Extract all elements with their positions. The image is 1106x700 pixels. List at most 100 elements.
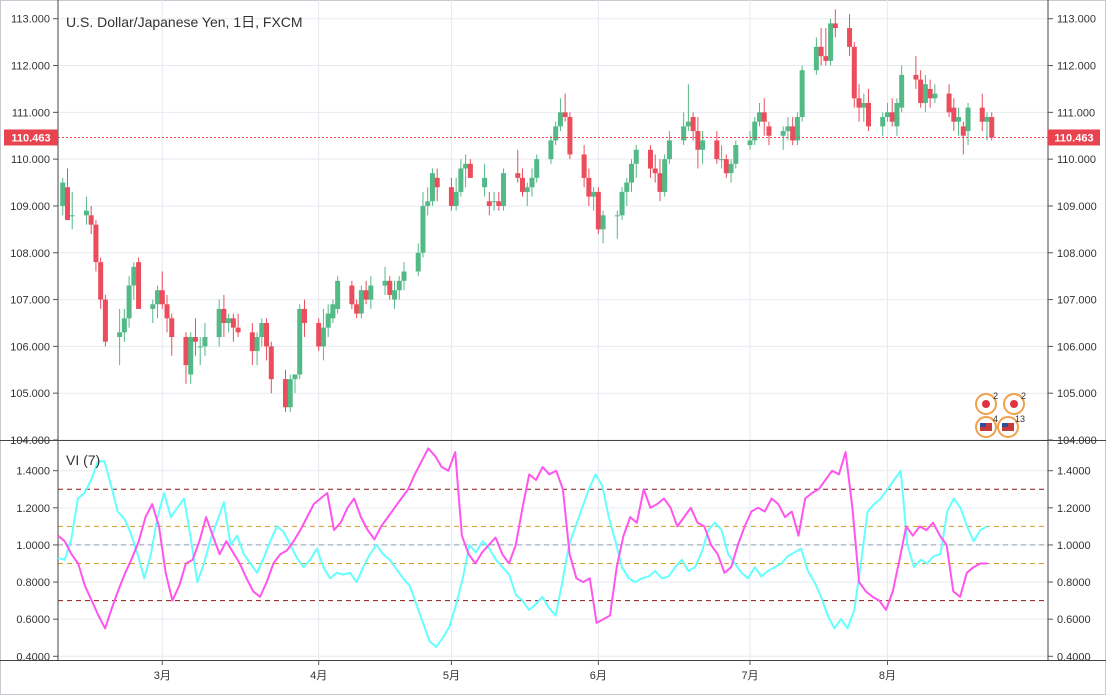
- candle: [586, 168, 592, 206]
- candle: [69, 191, 75, 230]
- candle: [316, 318, 322, 352]
- price-tick-label-right: 104.000: [1057, 435, 1097, 447]
- price-tick-label-left: 106.000: [10, 341, 50, 353]
- candle: [719, 145, 725, 169]
- candle-body: [591, 191, 597, 197]
- candle-body: [946, 93, 952, 113]
- candle: [756, 102, 762, 127]
- event-badge[interactable]: 13: [997, 414, 1025, 438]
- candle: [624, 177, 630, 206]
- candle: [524, 182, 530, 206]
- candle-body: [823, 56, 829, 61]
- flag-dot-icon: [982, 400, 990, 408]
- event-badge[interactable]: 2: [975, 391, 998, 415]
- candle: [733, 140, 739, 169]
- candle: [856, 84, 862, 122]
- candle: [515, 149, 521, 183]
- candle-body: [368, 285, 374, 300]
- candle: [922, 74, 928, 113]
- candle-body: [325, 313, 331, 328]
- price-tick-label-right: 107.000: [1057, 295, 1097, 307]
- candle: [396, 276, 402, 300]
- candle-body: [420, 205, 426, 253]
- candle: [501, 168, 507, 211]
- candle: [226, 313, 232, 333]
- candle-body: [847, 28, 853, 47]
- candle: [491, 191, 497, 211]
- event-badge-count: 2: [993, 391, 998, 401]
- candle: [150, 299, 156, 323]
- candle: [230, 313, 236, 342]
- candle-body: [681, 126, 687, 141]
- candle: [235, 313, 241, 338]
- candle-body: [780, 131, 786, 136]
- candle: [666, 131, 672, 164]
- candle-body: [287, 379, 293, 408]
- candle: [553, 121, 559, 146]
- event-badge[interactable]: 2: [1003, 391, 1026, 415]
- candle-body: [752, 121, 758, 141]
- event-badge[interactable]: 4: [975, 414, 998, 438]
- candle-body: [794, 117, 800, 141]
- candle-body: [960, 126, 966, 136]
- event-badges[interactable]: 2 2 4 13: [975, 391, 1026, 438]
- candle: [136, 257, 142, 309]
- time-tick-label: 6月: [590, 670, 607, 682]
- candle-body: [515, 173, 521, 178]
- candle: [813, 37, 819, 75]
- candle-body: [458, 168, 464, 192]
- candle-body: [354, 304, 360, 314]
- candle: [382, 266, 388, 295]
- vi-grid: [58, 441, 1048, 660]
- candle-body: [695, 131, 701, 150]
- vi-tick-label-left: 0.4000: [16, 651, 50, 663]
- candle-body: [785, 126, 791, 132]
- price-tick-label-left: 112.000: [11, 61, 50, 73]
- candle: [548, 135, 554, 164]
- candle-body: [448, 187, 454, 206]
- vi-reference-lines: [58, 488, 1048, 602]
- candle: [946, 84, 952, 118]
- candle-body: [264, 322, 270, 347]
- candle: [662, 154, 668, 197]
- candle: [197, 337, 203, 366]
- candle-body: [894, 102, 900, 127]
- last-price-marker: 110.463 110.463: [4, 129, 1100, 146]
- candle: [401, 262, 407, 291]
- candle-body: [989, 117, 995, 138]
- candle: [221, 294, 227, 338]
- candle: [752, 117, 758, 146]
- candle-body: [136, 262, 142, 309]
- vi-tick-label-right: 1.2000: [1057, 503, 1091, 515]
- candle: [458, 159, 464, 197]
- candle: [647, 145, 653, 178]
- candle: [562, 93, 568, 122]
- candle-body: [283, 379, 289, 408]
- candle-body: [301, 308, 307, 323]
- time-tick-label: 5月: [443, 670, 460, 682]
- price-tick-label-right: 106.000: [1057, 341, 1097, 353]
- candle: [956, 107, 962, 136]
- vi-title: VI (7): [66, 452, 100, 468]
- candle-body: [150, 304, 156, 309]
- candle-body: [884, 112, 890, 118]
- candle-body: [979, 107, 985, 122]
- candle: [117, 308, 123, 366]
- candle-body: [335, 280, 341, 309]
- candle-body: [159, 290, 165, 305]
- candle: [652, 154, 658, 183]
- candle: [951, 98, 957, 132]
- candle: [866, 88, 872, 132]
- candle: [851, 42, 857, 108]
- price-tick-label-left: 109.000: [10, 201, 50, 213]
- candle-body: [624, 182, 630, 192]
- candle: [818, 28, 824, 66]
- candle-body: [548, 140, 554, 160]
- candle-body: [425, 201, 431, 206]
- candle-body: [690, 117, 696, 132]
- vi-tick-label-left: 1.4000: [16, 466, 50, 478]
- candle: [619, 187, 625, 220]
- vi-tick-label-right: 0.6000: [1057, 614, 1091, 626]
- candle: [88, 205, 94, 235]
